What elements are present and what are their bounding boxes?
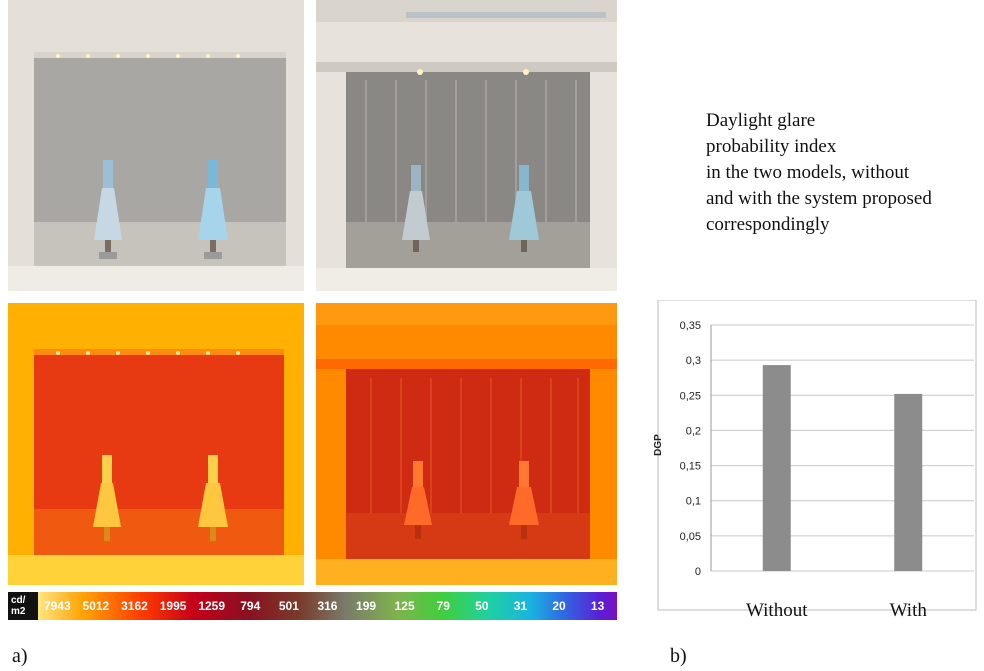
description-line: Daylight glare [706,110,816,131]
display-case-photo-with-system [316,0,617,291]
display-case-photo-without-system [8,0,304,291]
scale-value: 5012 [82,599,110,613]
y-tick-label: 0,15 [680,461,701,473]
luminance-unit-line1: cd/ [11,595,26,606]
luminance-unit-line2: m2 [11,606,26,617]
bar-without [762,365,791,571]
y-tick-label: 0,3 [686,355,701,367]
scale-value: 316 [317,599,338,613]
panel-b-label: b) [670,645,687,667]
x-category-label: With [890,600,928,621]
scale-value: 20 [552,599,566,613]
scale-value: 7943 [43,599,71,613]
y-tick-label: 0,35 [680,320,701,332]
scale-value: 31 [513,599,528,613]
bar-with [894,393,923,571]
y-tick-label: 0,1 [686,496,701,508]
figure-description: Daylight glare probability index in the … [706,108,984,238]
luminance-scale-bar: 7943 5012 3162 1995 1259 794 501 316 199… [38,592,617,620]
luminance-falsecolor-without-system [8,303,304,585]
scale-value: 1995 [159,599,187,613]
scale-value: 13 [590,599,605,613]
description-line: correspondingly [706,214,830,235]
scale-value: 3162 [121,599,148,613]
luminance-falsecolor-with-system [316,303,617,585]
y-tick-label: 0,25 [680,390,701,402]
y-tick-label: 0,05 [680,531,701,543]
description-line: in the two models, without [706,162,910,183]
x-category-label: Without [746,600,808,621]
chart-frame [657,299,977,611]
scale-value: 1259 [198,599,226,613]
scale-value: 125 [394,599,415,613]
description-line: probability index [706,136,837,157]
luminance-color-scale: cd/ m2 7943 5012 3162 1995 1259 794 501 … [8,592,617,620]
scale-value: 199 [356,599,377,613]
description-line: and with the system proposed [706,188,932,209]
dgp-chart-canvas: 0 0,05 0,1 0,15 0,2 0,25 0,3 0,35 Without With DG… [653,299,977,621]
luminance-unit-label: cd/ m2 [8,592,38,620]
scale-value: 794 [240,599,261,613]
panel-a-label: a) [12,645,28,667]
scale-value: 50 [475,599,489,613]
y-tick-label: 0 [695,566,701,578]
y-tick-label: 0,2 [686,425,701,437]
scale-value: 501 [278,599,299,613]
scale-value: 79 [436,599,450,613]
y-axis-label: DGP [653,434,664,456]
dgp-bar-chart: 0 0,05 0,1 0,15 0,2 0,25 0,3 0,35 Without With DG… [636,299,984,630]
